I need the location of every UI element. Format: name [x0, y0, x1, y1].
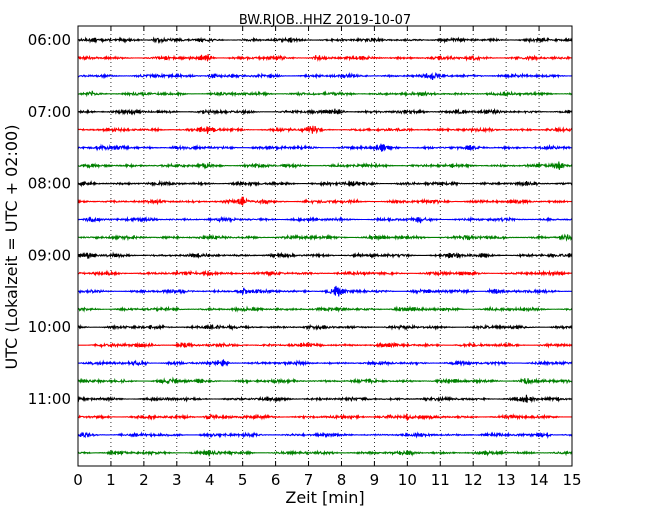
- trace-line: [77, 305, 573, 313]
- trace-line: [77, 285, 573, 297]
- trace-line: [77, 449, 573, 457]
- y-tick-label: 11:00: [28, 390, 71, 408]
- x-tick-label: 11: [431, 471, 450, 489]
- trace-line: [77, 143, 573, 152]
- x-tick-label: 10: [398, 471, 417, 489]
- x-tick-label: 15: [562, 471, 581, 489]
- grid-lines: [110, 26, 540, 466]
- x-tick-label: 4: [205, 471, 215, 489]
- traces: [77, 36, 573, 457]
- y-tick-label: 07:00: [28, 103, 71, 121]
- x-tick-label: 2: [139, 471, 149, 489]
- x-tick-label: 9: [370, 471, 380, 489]
- x-tick-label: 3: [172, 471, 182, 489]
- trace-line: [77, 107, 573, 116]
- trace-line: [77, 269, 573, 277]
- plot-frame: [77, 25, 573, 467]
- y-tick-label: 06:00: [28, 31, 71, 49]
- trace-line: [77, 376, 573, 385]
- x-tick-label: 5: [238, 471, 248, 489]
- chart-title: BW.RJOB..HHZ 2019-10-07: [239, 13, 411, 28]
- x-tick-label: 6: [271, 471, 281, 489]
- trace-line: [77, 251, 573, 260]
- x-tick-label: 0: [73, 471, 83, 489]
- trace-line: [77, 359, 573, 367]
- x-tick-label: 14: [530, 471, 549, 489]
- trace-line: [77, 431, 573, 439]
- x-tick-label: 13: [497, 471, 516, 489]
- x-tick-label: 12: [464, 471, 483, 489]
- y-tick-label: 10:00: [28, 318, 71, 336]
- trace-line: [77, 413, 573, 421]
- y-axis-label: UTC (Lokalzeit = UTC + 02:00): [2, 125, 21, 370]
- trace-line: [77, 196, 573, 206]
- trace-line: [77, 341, 573, 349]
- trace-line: [77, 125, 573, 135]
- trace-line: [77, 72, 573, 81]
- trace-line: [77, 53, 573, 62]
- x-tick-label: 8: [337, 471, 347, 489]
- x-tick-label: 7: [304, 471, 314, 489]
- trace-line: [77, 36, 573, 44]
- x-axis-label: Zeit [min]: [285, 488, 364, 507]
- trace-line: [77, 179, 573, 188]
- y-tick-label: 09:00: [28, 246, 71, 264]
- x-axis-ticks: 0 1 2 3 4 5 6 7 8 9 10 11 12 13 14 15: [73, 26, 582, 489]
- y-axis-ticks: 06:00 07:00 08:00 09:00 10:00 11:00: [28, 31, 83, 408]
- trace-line: [77, 215, 573, 224]
- trace-line: [77, 233, 573, 242]
- trace-line: [77, 90, 573, 98]
- trace-line: [77, 323, 573, 331]
- trace-line: [77, 394, 573, 404]
- y-tick-label: 08:00: [28, 175, 71, 193]
- x-tick-label: 1: [106, 471, 116, 489]
- trace-line: [77, 161, 573, 170]
